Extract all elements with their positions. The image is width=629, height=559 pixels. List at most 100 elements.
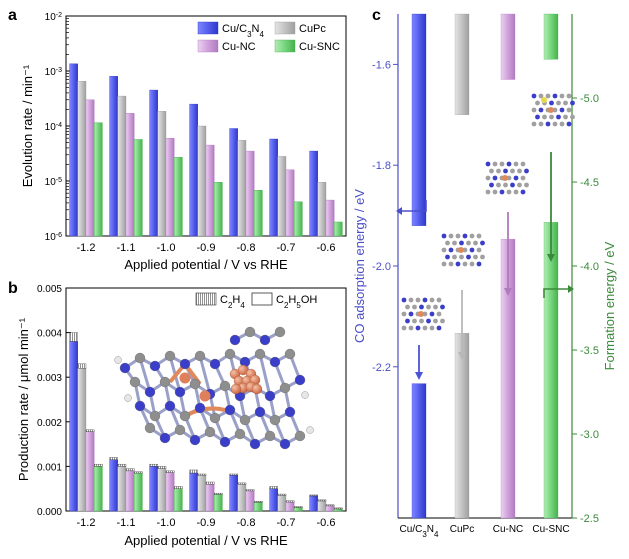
panel-c-structure-atom [436, 297, 442, 303]
molecule-atom [144, 422, 156, 434]
molecule-atom [219, 436, 231, 448]
molecule-atom [244, 326, 256, 338]
panel-c-left-ytick-label: -2.2 [372, 362, 391, 374]
molecule-atom [269, 414, 281, 426]
panel-c-structure-atom [513, 175, 519, 181]
panel-a-bar [165, 138, 175, 237]
panel-c-structure-atom [408, 311, 414, 317]
panel-b-bar [277, 495, 287, 512]
panel-a-bar [77, 81, 87, 237]
panel-c-structure-atom [485, 189, 491, 195]
panel-c-structure-atom [506, 189, 512, 195]
panel-c-structure-atom [448, 247, 454, 253]
panel-c-structure-atom [499, 189, 505, 195]
panel-c-structure-atom [433, 318, 438, 324]
panel-b-bar [165, 472, 175, 512]
panel-a-legend-swatch [197, 21, 219, 35]
panel-c-structure-atom [419, 304, 424, 310]
molecule-bond [138, 357, 152, 393]
panel-a-ylabel: Evolution rate / min⁻¹ [20, 64, 35, 187]
panel-a-bar [93, 122, 103, 237]
panel-a-bar [109, 76, 118, 237]
panel-c-structure-atom [455, 233, 461, 239]
panel-b-bar-c2h4-cap [157, 466, 167, 469]
panel-c-structure-atom [469, 247, 475, 253]
panel-b-bar [253, 501, 263, 512]
panel-c-structure-atom [441, 261, 447, 267]
panel-label-b: b [8, 280, 18, 297]
panel-c-structure-atom [485, 175, 491, 181]
panel-c-structure-atom [459, 240, 464, 246]
panel-c-structure-atom [441, 247, 447, 253]
molecule-atom [254, 348, 266, 360]
panel-b-xtick-label: -0.7 [277, 517, 296, 529]
molecule-atom [264, 430, 276, 442]
panel-c-structure-atom [503, 168, 508, 174]
panel-c-structure-atom [466, 240, 471, 246]
molecule-atom [279, 382, 291, 394]
panel-a-legend-label: Cu-SNC [299, 41, 340, 53]
panel-c-structure-atom [469, 233, 475, 239]
panel-c-structure-atom [492, 175, 498, 181]
panel-b-legend-label-c2h5oh: C2H5OH [276, 294, 317, 310]
panel-c-structure-atom [545, 93, 551, 99]
panel-a-legend-swatch [274, 21, 296, 35]
panel-c-structure-atom [412, 318, 417, 324]
panel-a-bar [149, 89, 159, 237]
panel-a-bar [85, 99, 95, 237]
panel-c-structure-copper-atom [548, 107, 554, 113]
panel-c-structure-atom [496, 168, 501, 174]
panel-a-chart: 10-6 10-5 10-4 10-3 10-2 -1.2 -1.1 -1.0 -0.9 -0.8… [20, 12, 347, 272]
panel-a-xlabel: Applied potential / V vs RHE [124, 257, 288, 272]
panel-b-bar [205, 484, 215, 512]
panel-c-structure-atom [545, 121, 551, 127]
molecule-atom [174, 386, 186, 398]
panel-c-right-ytick-label: -3.5 [580, 345, 599, 357]
molecule-atom [239, 414, 251, 426]
molecule-atom [189, 378, 201, 390]
panel-c-structure-atom [559, 121, 565, 127]
panel-b-bar [317, 500, 327, 512]
panel-a-bar [189, 103, 199, 237]
panel-b-ytick-label: 0.005 [37, 284, 62, 295]
panel-c-structure-copper-atom [418, 311, 424, 317]
panel-c-structure-atom [462, 261, 468, 267]
panel-b-bar-c2h4-cap [317, 499, 327, 502]
panel-b-xtick-label: -0.8 [237, 517, 256, 529]
panel-c-structure-atom [535, 100, 540, 106]
panel-b-xtick-label: -1.2 [77, 517, 96, 529]
molecule-copper-cluster-atom [251, 383, 263, 395]
panel-b-xtick-label: -1.1 [117, 517, 136, 529]
panel-c-formation-bar [543, 222, 559, 519]
molecule-atom [209, 358, 221, 370]
panel-b-bar [173, 488, 183, 512]
panel-c-structure-atom [549, 100, 554, 106]
panel-a-bar [237, 140, 247, 237]
panel-c-structure-atom [405, 318, 410, 324]
panel-c-structure-atom [459, 254, 464, 260]
panel-c-structure-atom [531, 121, 537, 127]
panel-c-structure-atom [517, 182, 522, 188]
panel-b-bar-c2h4-cap [69, 332, 78, 342]
panel-c-structure-atom [440, 304, 445, 310]
panel-a-bar [285, 169, 295, 237]
molecule-atom [224, 348, 236, 360]
panel-c-structure-atom [556, 100, 561, 106]
panel-b-bar-c2h4-cap [125, 468, 135, 472]
panel-c-structure-atom [566, 93, 572, 99]
molecule-atom [209, 412, 221, 424]
panel-a-legend-label: Cu-NC [222, 41, 256, 53]
molecule-atom [279, 438, 291, 450]
panel-c-structure-atom [429, 311, 435, 317]
molecule-atom [164, 350, 176, 362]
panel-c-structure-atom [506, 161, 512, 167]
panel-a-bar [325, 199, 335, 237]
panel-c-structure-atom [441, 233, 447, 239]
molecule-atom [249, 438, 261, 450]
panel-c-structure-atom [462, 233, 468, 239]
panel-a-bar [269, 138, 279, 237]
panel-c-arrowhead [504, 288, 512, 296]
panel-b-bar-c2h4-cap [229, 473, 239, 476]
panel-c-structure-atom [520, 189, 526, 195]
